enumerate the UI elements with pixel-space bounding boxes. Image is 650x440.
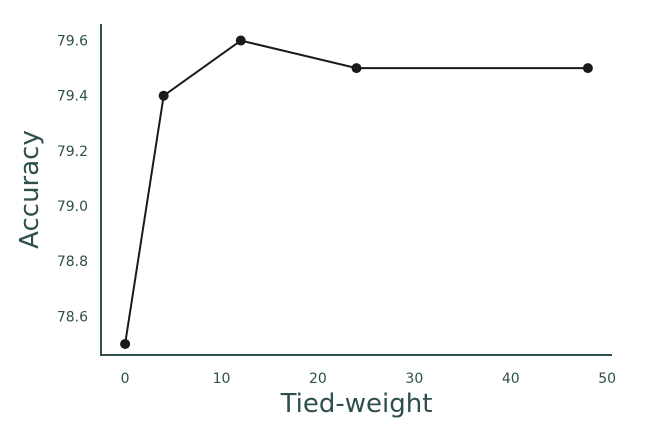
y-axis-title: Accuracy <box>15 130 45 249</box>
y-tick-label: 79.6 <box>57 34 88 50</box>
y-tick-label: 78.6 <box>57 309 88 325</box>
y-tick-label: 79.0 <box>57 199 88 215</box>
data-point <box>351 63 362 74</box>
x-tick-label: 40 <box>502 371 520 387</box>
x-tick-label: 30 <box>405 371 423 387</box>
data-point <box>158 90 169 101</box>
y-tick-label: 79.2 <box>57 144 88 160</box>
x-tick-label: 50 <box>598 371 616 387</box>
data-point <box>120 338 131 349</box>
y-tick-label: 78.8 <box>57 254 88 270</box>
x-tick-label: 10 <box>213 371 231 387</box>
series-line <box>124 39 588 345</box>
data-point <box>582 63 593 74</box>
data-points <box>120 35 593 349</box>
x-tick-label: 0 <box>121 371 130 387</box>
y-tick-label: 79.4 <box>57 89 88 105</box>
x-axis-ticks: 0 10 20 30 40 50 <box>121 371 616 387</box>
data-point <box>235 35 246 46</box>
x-tick-label: 20 <box>309 371 327 387</box>
y-axis-ticks: 78.6 78.8 79.0 79.2 79.4 79.6 <box>57 34 88 326</box>
x-axis-title: Tied-weight <box>280 389 433 419</box>
